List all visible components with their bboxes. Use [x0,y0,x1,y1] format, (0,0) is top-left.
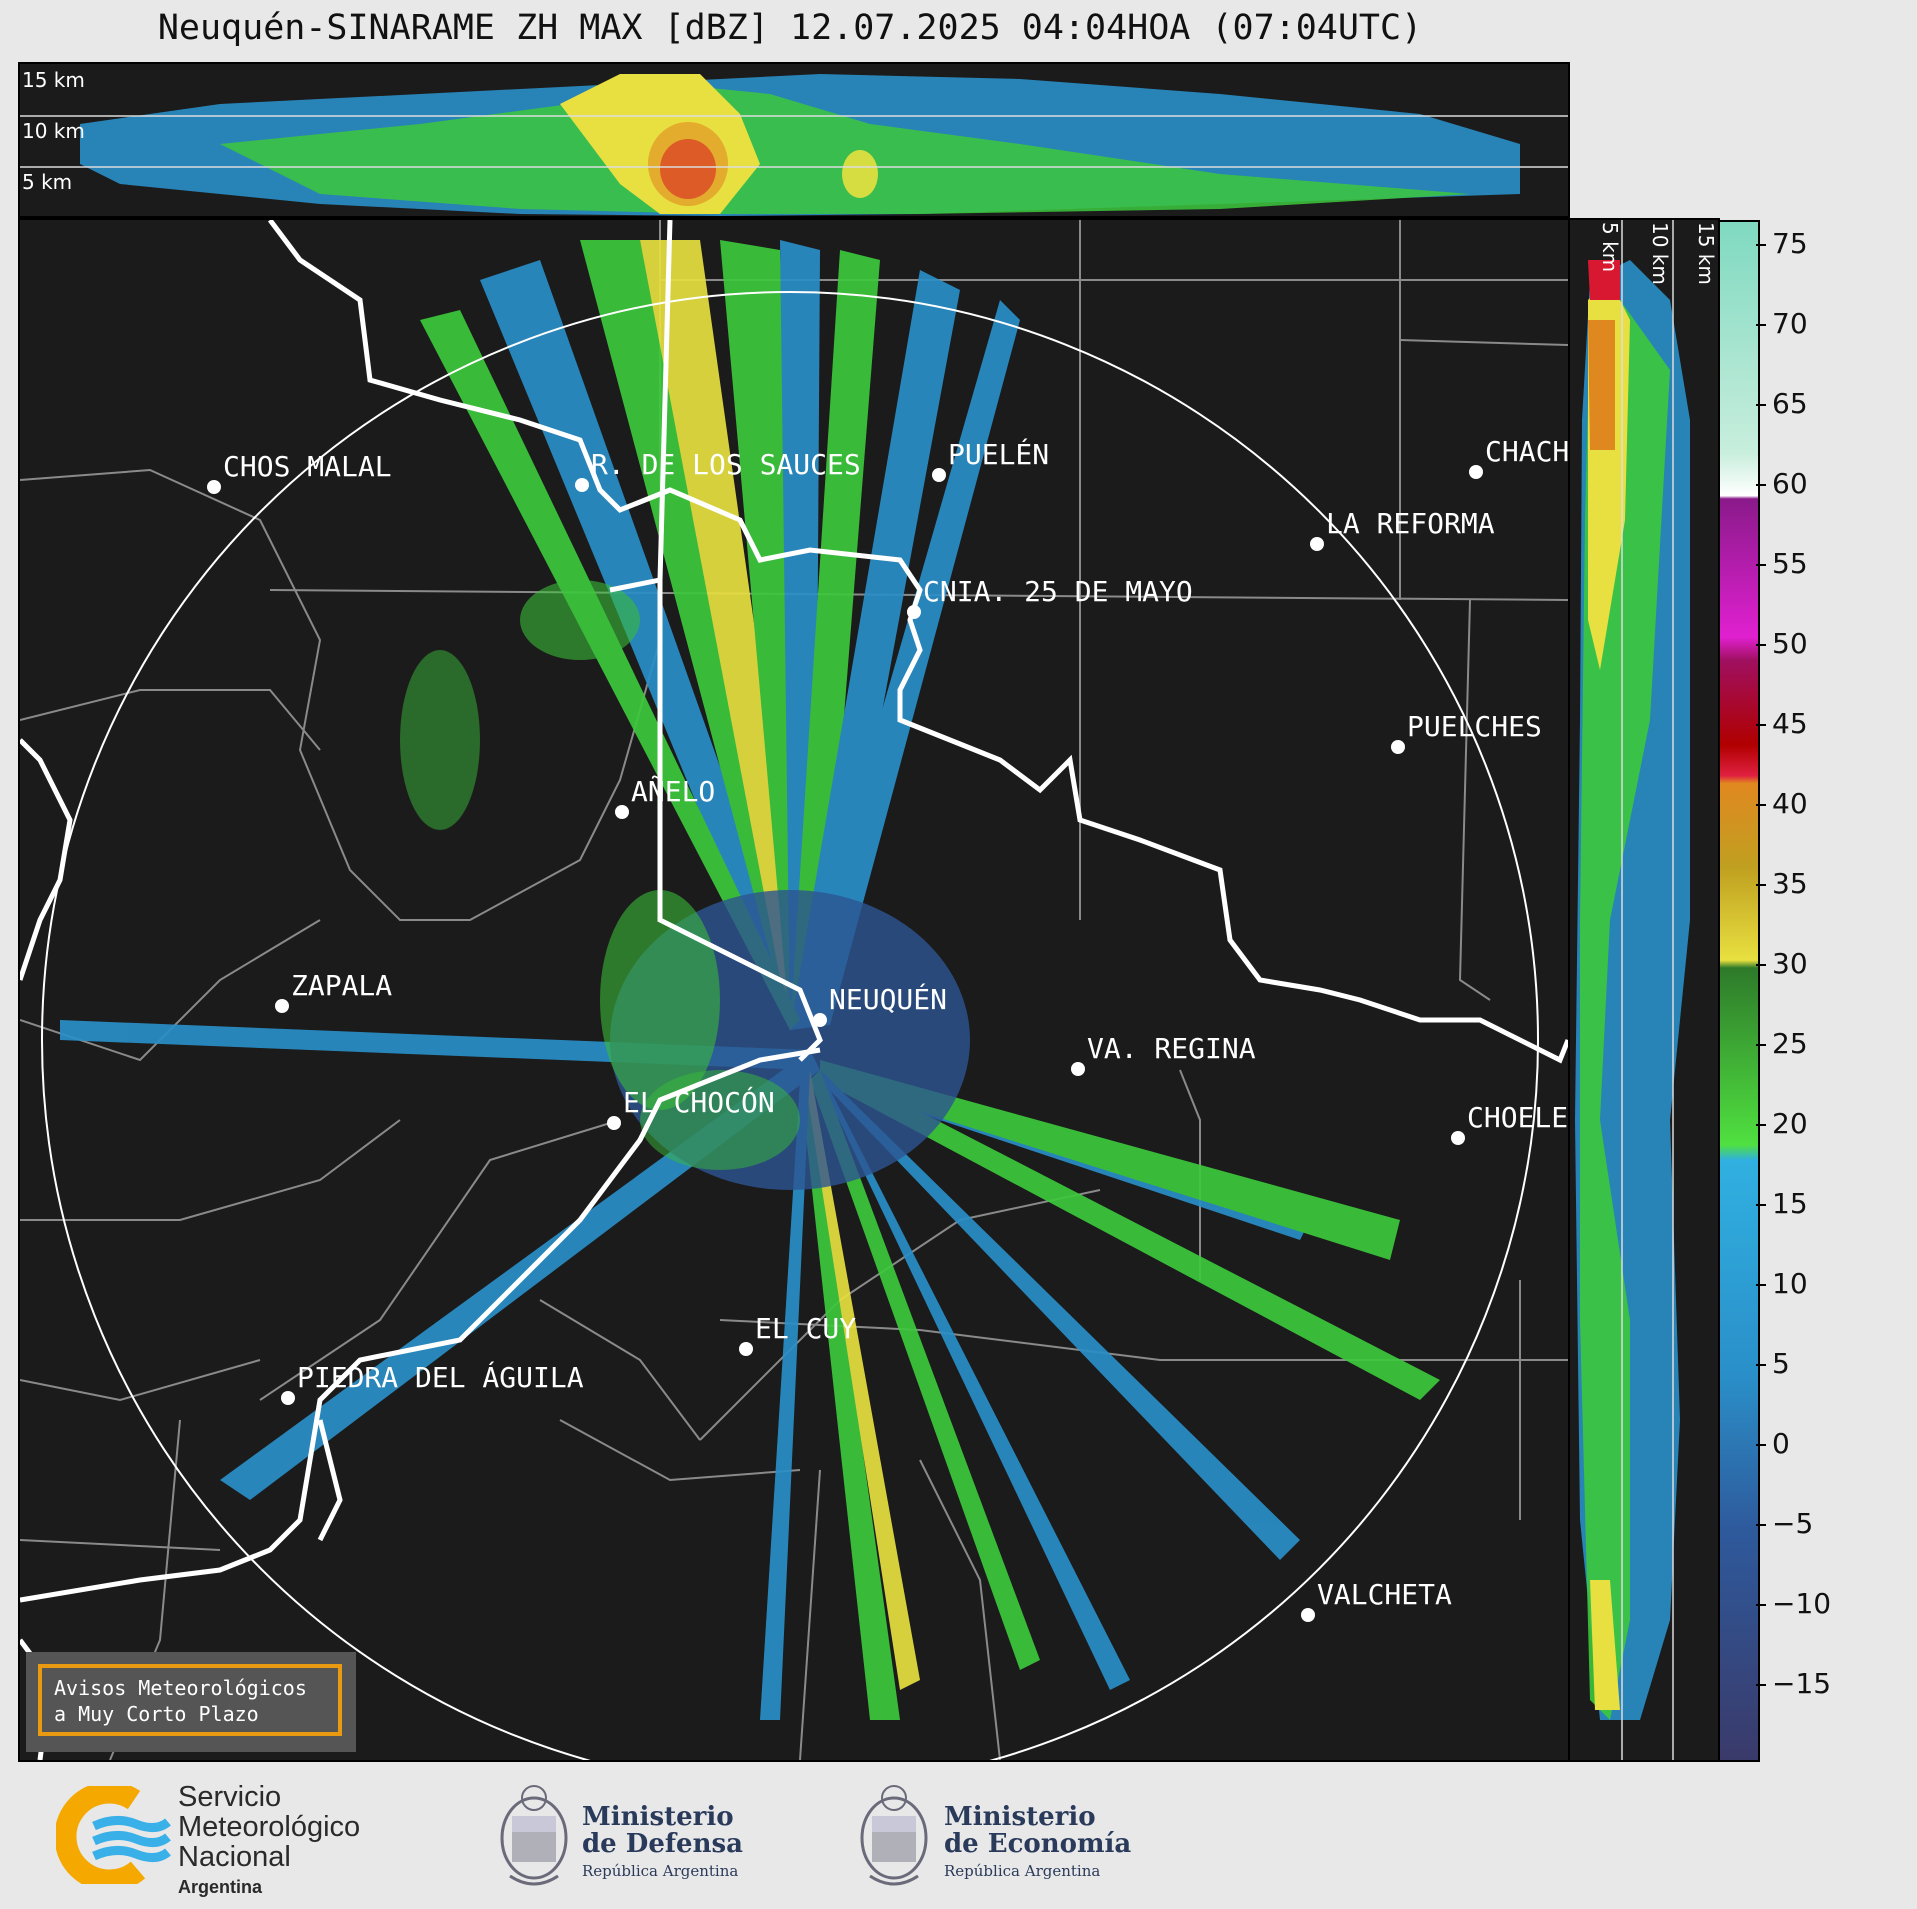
colorbar-tick [1756,484,1766,486]
avisos-line2: a Muy Corto Plazo [54,1702,259,1726]
city-label: EL CUY [755,1312,856,1345]
city-label: NEUQUÉN [829,982,947,1016]
smn-logo-icon [56,1786,171,1884]
city-label: ZAPALA [291,969,392,1002]
colorbar-tick [1756,644,1766,646]
smn-line3: Nacional [178,1841,291,1873]
colorbar-tick-label: 50 [1772,627,1808,660]
avisos-box: Avisos Meteorológicos a Muy Corto Plazo [26,1652,356,1752]
avisos-line1: Avisos Meteorológicos [54,1676,307,1700]
city-label: CHOELE [1467,1101,1568,1134]
colorbar-tick [1756,1044,1766,1046]
city-label: AÑELO [631,774,715,808]
colorbar-tick-label: −15 [1772,1667,1832,1700]
colorbar-tick-label: 40 [1772,787,1808,820]
top-cross-section-graphic [20,74,1568,216]
colorbar-tick-label: 35 [1772,867,1808,900]
city-label: PUELÉN [948,437,1049,471]
city-label: PIEDRA DEL ÁGUILA [297,1360,584,1394]
colorbar-tick [1756,804,1766,806]
city-label: VA. REGINA [1087,1032,1256,1065]
colorbar-tick [1756,1204,1766,1206]
defensa-seal-icon [500,1785,568,1886]
colorbar-tick-label: 45 [1772,707,1808,740]
smn-logo-text: Servicio Meteorológico Nacional Argentin… [178,1782,360,1902]
colorbar-tick [1756,324,1766,326]
colorbar-tick-label: 0 [1772,1427,1790,1460]
colorbar-tick [1756,1444,1766,1446]
map-title: Neuquén-SINARAME ZH MAX [dBZ] 12.07.2025… [157,8,1423,48]
top-axis-label-5km: 5 km [22,170,73,194]
colorbar-tick [1756,1684,1766,1686]
city-label: EL CHOCÓN [623,1085,775,1119]
colorbar-tick-label: 20 [1772,1107,1808,1140]
colorbar-tick-label: 55 [1772,547,1808,580]
colorbar-tick-label: 75 [1772,227,1808,260]
radar-echoes [60,240,1440,1720]
colorbar-tick [1756,244,1766,246]
defensa-line2: de Defensa [582,1829,743,1859]
colorbar-tick-label: 10 [1772,1267,1808,1300]
boundary-lines [20,220,1568,1760]
colorbar-tick [1756,964,1766,966]
side-axis-label-10km: 10 km [1648,222,1672,285]
city-label: VALCHETA [1317,1578,1452,1611]
city-markers [207,465,1483,1622]
dbz-colorbar [1718,220,1760,1762]
colorbar-tick [1756,404,1766,406]
city-label: LA REFORMA [1326,507,1495,540]
smn-line2: Meteorológico [178,1811,361,1843]
side-axis-label-15km: 15 km [1694,222,1718,285]
economia-line1: Ministerio [944,1802,1096,1832]
side-cross-section-graphic [1575,220,1690,1760]
colorbar-tick-label: 30 [1772,947,1808,980]
radar-map: CHOS MALAL R. DE LOS SAUCES PUELÉN CHACH… [18,218,1570,1762]
colorbar-tick-label: 65 [1772,387,1808,420]
defensa-logo-text: Ministerio de Defensa República Argentin… [582,1804,743,1885]
colorbar-tick [1756,1284,1766,1286]
colorbar-tick [1756,884,1766,886]
economia-line2: de Economía [944,1829,1132,1859]
colorbar-tick [1756,1364,1766,1366]
colorbar-tick-label: 60 [1772,467,1808,500]
colorbar-tick [1756,564,1766,566]
city-label: CHOS MALAL [223,450,392,483]
city-label: R. DE LOS SAUCES [591,448,861,481]
top-axis-label-10km: 10 km [22,119,85,143]
colorbar-graphic [1720,222,1758,1760]
city-label: PUELCHES [1407,710,1542,743]
colorbar-tick-label: −10 [1772,1587,1832,1620]
city-labels: CHOS MALAL R. DE LOS SAUCES PUELÉN CHACH… [223,435,1568,1611]
colorbar-tick [1756,1524,1766,1526]
economia-seal-icon [860,1785,928,1886]
top-axis-label-15km: 15 km [22,68,85,92]
defensa-line3: República Argentina [582,1862,739,1880]
city-label: CNIA. 25 DE MAYO [923,575,1193,608]
top-cross-section: 15 km 10 km 5 km [18,62,1570,218]
colorbar-tick-label: −5 [1772,1507,1814,1540]
colorbar-tick-label: 15 [1772,1187,1808,1220]
colorbar-tick [1756,724,1766,726]
smn-line1: Servicio [178,1781,282,1813]
defensa-line1: Ministerio [582,1802,734,1832]
range-ring [41,291,1539,1760]
economia-line3: República Argentina [944,1862,1101,1880]
side-cross-section: 5 km 10 km 15 km [1568,218,1720,1762]
side-axis-label-5km: 5 km [1598,222,1622,273]
colorbar-tick-label: 25 [1772,1027,1808,1060]
colorbar-tick-label: 70 [1772,307,1808,340]
economia-logo-text: Ministerio de Economía República Argenti… [944,1804,1131,1885]
province-border [20,220,1568,1760]
colorbar-tick-label: 5 [1772,1347,1790,1380]
city-label: CHACH [1485,435,1568,468]
avisos-frame: Avisos Meteorológicos a Muy Corto Plazo [38,1664,342,1736]
radar-map-graphic: CHOS MALAL R. DE LOS SAUCES PUELÉN CHACH… [20,220,1568,1760]
colorbar-tick [1756,1604,1766,1606]
colorbar-tick [1756,1124,1766,1126]
smn-line4: Argentina [178,1877,263,1897]
